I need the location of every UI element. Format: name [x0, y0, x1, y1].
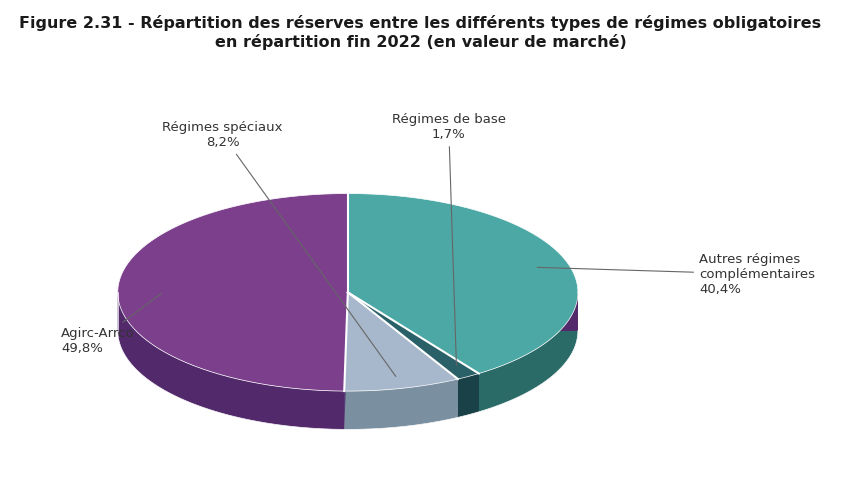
Polygon shape: [348, 292, 458, 417]
Polygon shape: [479, 294, 578, 412]
Polygon shape: [348, 292, 479, 412]
Polygon shape: [344, 379, 458, 429]
Polygon shape: [458, 373, 479, 417]
Polygon shape: [348, 292, 479, 412]
Polygon shape: [118, 331, 578, 429]
Polygon shape: [348, 292, 578, 331]
Text: Régimes de base
1,7%: Régimes de base 1,7%: [392, 113, 505, 365]
Polygon shape: [118, 293, 344, 429]
Polygon shape: [344, 292, 348, 429]
Text: Autres régimes
complémentaires
40,4%: Autres régimes complémentaires 40,4%: [537, 253, 815, 296]
Polygon shape: [344, 292, 458, 391]
Text: Agirc-Arrco
49,8%: Agirc-Arrco 49,8%: [61, 293, 161, 355]
Polygon shape: [348, 292, 479, 379]
Polygon shape: [348, 292, 458, 417]
Text: Figure 2.31 - Répartition des réserves entre les différents types de régimes obl: Figure 2.31 - Répartition des réserves e…: [19, 15, 822, 50]
Polygon shape: [348, 194, 578, 373]
Polygon shape: [344, 292, 348, 429]
Polygon shape: [118, 194, 348, 391]
Text: Régimes spéciaux
8,2%: Régimes spéciaux 8,2%: [162, 121, 396, 376]
Polygon shape: [118, 292, 348, 331]
